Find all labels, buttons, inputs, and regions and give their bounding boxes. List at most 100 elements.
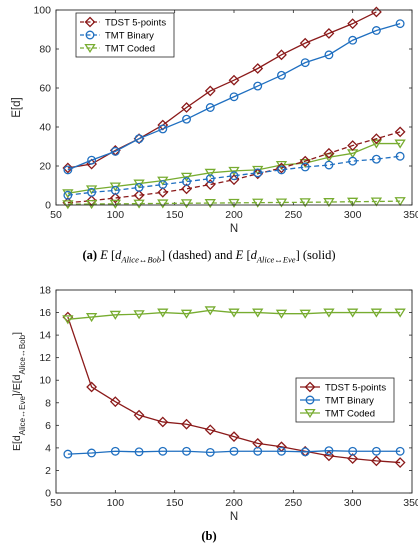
series-tdst-solid [62,311,406,468]
y-axis-label-b-part: ]/E[d [11,374,23,396]
caption-a-lb2: [ [246,248,251,262]
point-binary-dashed [110,185,120,195]
point-coded-dashed [180,199,193,209]
caption-a-d1: d [115,248,122,262]
point-binary-solid [300,58,310,68]
series-binary-dashed [63,151,405,200]
point-tdst-solid [157,416,169,428]
y-axis-label-a: E[d] [11,97,23,117]
caption-a-rb2: ] [295,248,300,262]
point-coded-solid [228,308,240,318]
legend-label-coded: TMT Coded [325,409,375,420]
legend-label-coded: TMT Coded [105,44,155,55]
series-line-coded-dashed [67,200,401,205]
point-binary-solid [348,446,358,456]
point-binary-solid [134,134,144,144]
point-binary-solid [63,449,73,459]
point-binary-solid [110,446,120,456]
point-coded-solid [180,172,193,182]
point-binary-dashed [134,182,144,192]
point-binary-solid [371,446,381,456]
point-binary-solid [324,446,334,456]
caption-a-d2: d [250,248,257,262]
point-binary-dashed [158,180,168,189]
caption-a-e1: E [100,248,108,262]
x-tick-label: 50 [50,497,62,509]
legend-label-tdst: TDST 5-points [105,18,166,29]
point-binary-solid [253,81,263,91]
point-tdst-solid [86,381,98,393]
series-tdst-dashed [62,126,406,209]
legend-marker-coded [84,43,96,54]
y-tick-label: 60 [39,83,51,95]
y-tick-label: 80 [39,44,51,56]
point-binary-dashed [87,187,97,197]
y-tick-label: 6 [45,420,51,432]
series-tdst-solid [62,6,382,174]
y-tick-label: 2 [45,465,51,477]
point-binary-dashed [324,160,334,170]
caption-a-text1: (dashed) and [168,248,233,262]
series-binary-solid [63,446,405,459]
caption-a-text2: (solid) [302,248,336,262]
legend-label-binary: TMT Binary [105,31,154,42]
y-tick-label: 16 [39,307,51,319]
series-line-binary-solid [67,450,401,455]
point-binary-solid [277,446,286,456]
point-coded-dashed [109,199,122,209]
point-binary-solid [229,446,239,456]
point-binary-solid [110,146,120,156]
y-tick-label: 18 [39,285,51,297]
point-coded-solid [180,309,193,319]
point-coded-dashed [133,199,145,209]
point-coded-solid [370,308,383,318]
point-coded-dashed [299,198,311,208]
legend-marker-tdst [304,381,316,393]
series-coded-dashed [62,197,406,210]
point-binary-solid [348,35,358,45]
point-tdst-solid [347,453,359,465]
series-line-binary-solid [67,23,401,171]
chart-panel-a: 50 100 150 200 250 300 350 0 20 40 60 80 100 N TDST 5-… [33,5,418,236]
x-tick-label: 100 [107,209,125,221]
point-binary-dashed [277,165,286,175]
y-axis-label-b-part: E[d [11,435,23,451]
point-coded-solid [346,308,359,318]
caption-a-tag: (a) [82,248,98,262]
point-coded-dashed [204,199,216,209]
point-coded-solid [62,315,74,325]
point-coded-dashed [228,198,240,208]
axes-box [55,289,413,494]
legend-marker-tdst [84,16,96,28]
point-binary-solid [229,92,239,102]
point-coded-solid [204,306,216,316]
point-tdst-solid [323,27,335,39]
y-tick-label: 20 [39,161,51,173]
point-coded-dashed [275,198,288,208]
caption-a-lb1: [ [110,248,116,262]
point-tdst-dashed [204,179,216,190]
point-tdst-solid [299,37,311,49]
point-tdst-dashed [323,147,335,159]
point-coded-solid [275,309,288,319]
point-binary-dashed [371,154,381,164]
x-tick-label: 300 [344,497,362,509]
point-coded-dashed [157,199,169,209]
caption-a-e2: E [235,248,244,262]
point-coded-dashed [62,200,74,210]
point-binary-dashed [182,177,191,187]
y-tick-label: 0 [45,200,51,212]
point-coded-solid [299,309,311,319]
legend-marker-binary [85,30,95,40]
point-binary-solid [371,26,381,35]
point-binary-dashed [395,151,405,161]
point-binary-solid [158,124,168,134]
y-axis-label-b-subscript: Alice↔Bob [18,334,27,374]
y-tick-label: 40 [39,122,51,134]
x-axis-label: N [230,223,238,235]
y-tick-label: 10 [39,375,51,387]
point-coded-solid [85,313,98,323]
point-binary-dashed [205,174,215,184]
point-binary-solid [182,446,191,456]
